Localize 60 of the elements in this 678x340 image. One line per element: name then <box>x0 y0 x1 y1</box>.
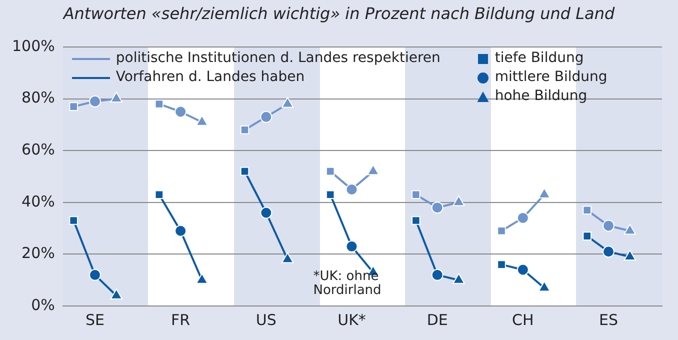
point <box>602 246 615 258</box>
legend-label: tiefe Bildung <box>494 49 584 68</box>
annotation: *UK: ohne Nordirland <box>313 269 382 298</box>
point <box>624 224 636 235</box>
legend-label: Vorfahren d. Landes haben <box>116 68 305 87</box>
point <box>281 96 294 108</box>
point <box>260 110 272 123</box>
x-tick-label: ES <box>599 310 618 329</box>
point <box>431 268 444 281</box>
point <box>452 195 465 206</box>
point <box>240 166 250 176</box>
y-tick-label: 80% <box>22 88 55 107</box>
y-tick-label: 60% <box>22 140 55 158</box>
point <box>538 188 550 198</box>
x-tick-label: US <box>256 310 276 329</box>
point <box>346 183 358 196</box>
point <box>110 92 123 103</box>
legend-label: mittlere Bildung <box>494 68 608 87</box>
point <box>516 212 529 224</box>
point <box>431 202 444 214</box>
x-tick-label: CH <box>512 310 534 329</box>
point <box>196 115 208 126</box>
point <box>154 190 164 200</box>
x-tick-label: FR <box>171 310 190 329</box>
legend-label: politische Institutionen d. Landes respektieren <box>116 49 440 68</box>
point <box>516 264 529 276</box>
point <box>326 190 335 200</box>
point <box>110 288 123 300</box>
y-tick-label: 100% <box>12 36 55 55</box>
point <box>240 125 250 134</box>
point <box>154 100 164 108</box>
chart-title: Antworten «sehr/ziemlich wichtig» in Prozent nach Bildung und Land <box>62 4 616 23</box>
point <box>497 226 506 236</box>
y-tick-label: 40% <box>22 192 55 210</box>
point <box>602 220 615 232</box>
point <box>88 95 101 108</box>
point <box>582 206 592 215</box>
point <box>69 216 78 225</box>
point <box>452 273 465 284</box>
point <box>346 240 358 252</box>
x-tick-label: UK* <box>338 310 366 329</box>
point <box>174 106 187 118</box>
point <box>412 190 420 200</box>
point <box>174 224 187 237</box>
x-tick-label: DE <box>426 310 448 329</box>
x-tick-label: SE <box>85 310 104 329</box>
point <box>538 280 550 292</box>
point <box>281 252 294 264</box>
point <box>624 250 636 261</box>
point <box>497 260 506 269</box>
point <box>412 216 420 225</box>
y-tick-label: 20% <box>22 244 55 262</box>
point <box>326 166 335 176</box>
y-tick-label: 0% <box>31 296 55 314</box>
point <box>88 268 101 281</box>
point <box>69 102 78 111</box>
legend-label: hohe Bildung <box>494 87 588 106</box>
point <box>260 206 272 219</box>
point <box>196 273 208 284</box>
point <box>582 232 592 240</box>
